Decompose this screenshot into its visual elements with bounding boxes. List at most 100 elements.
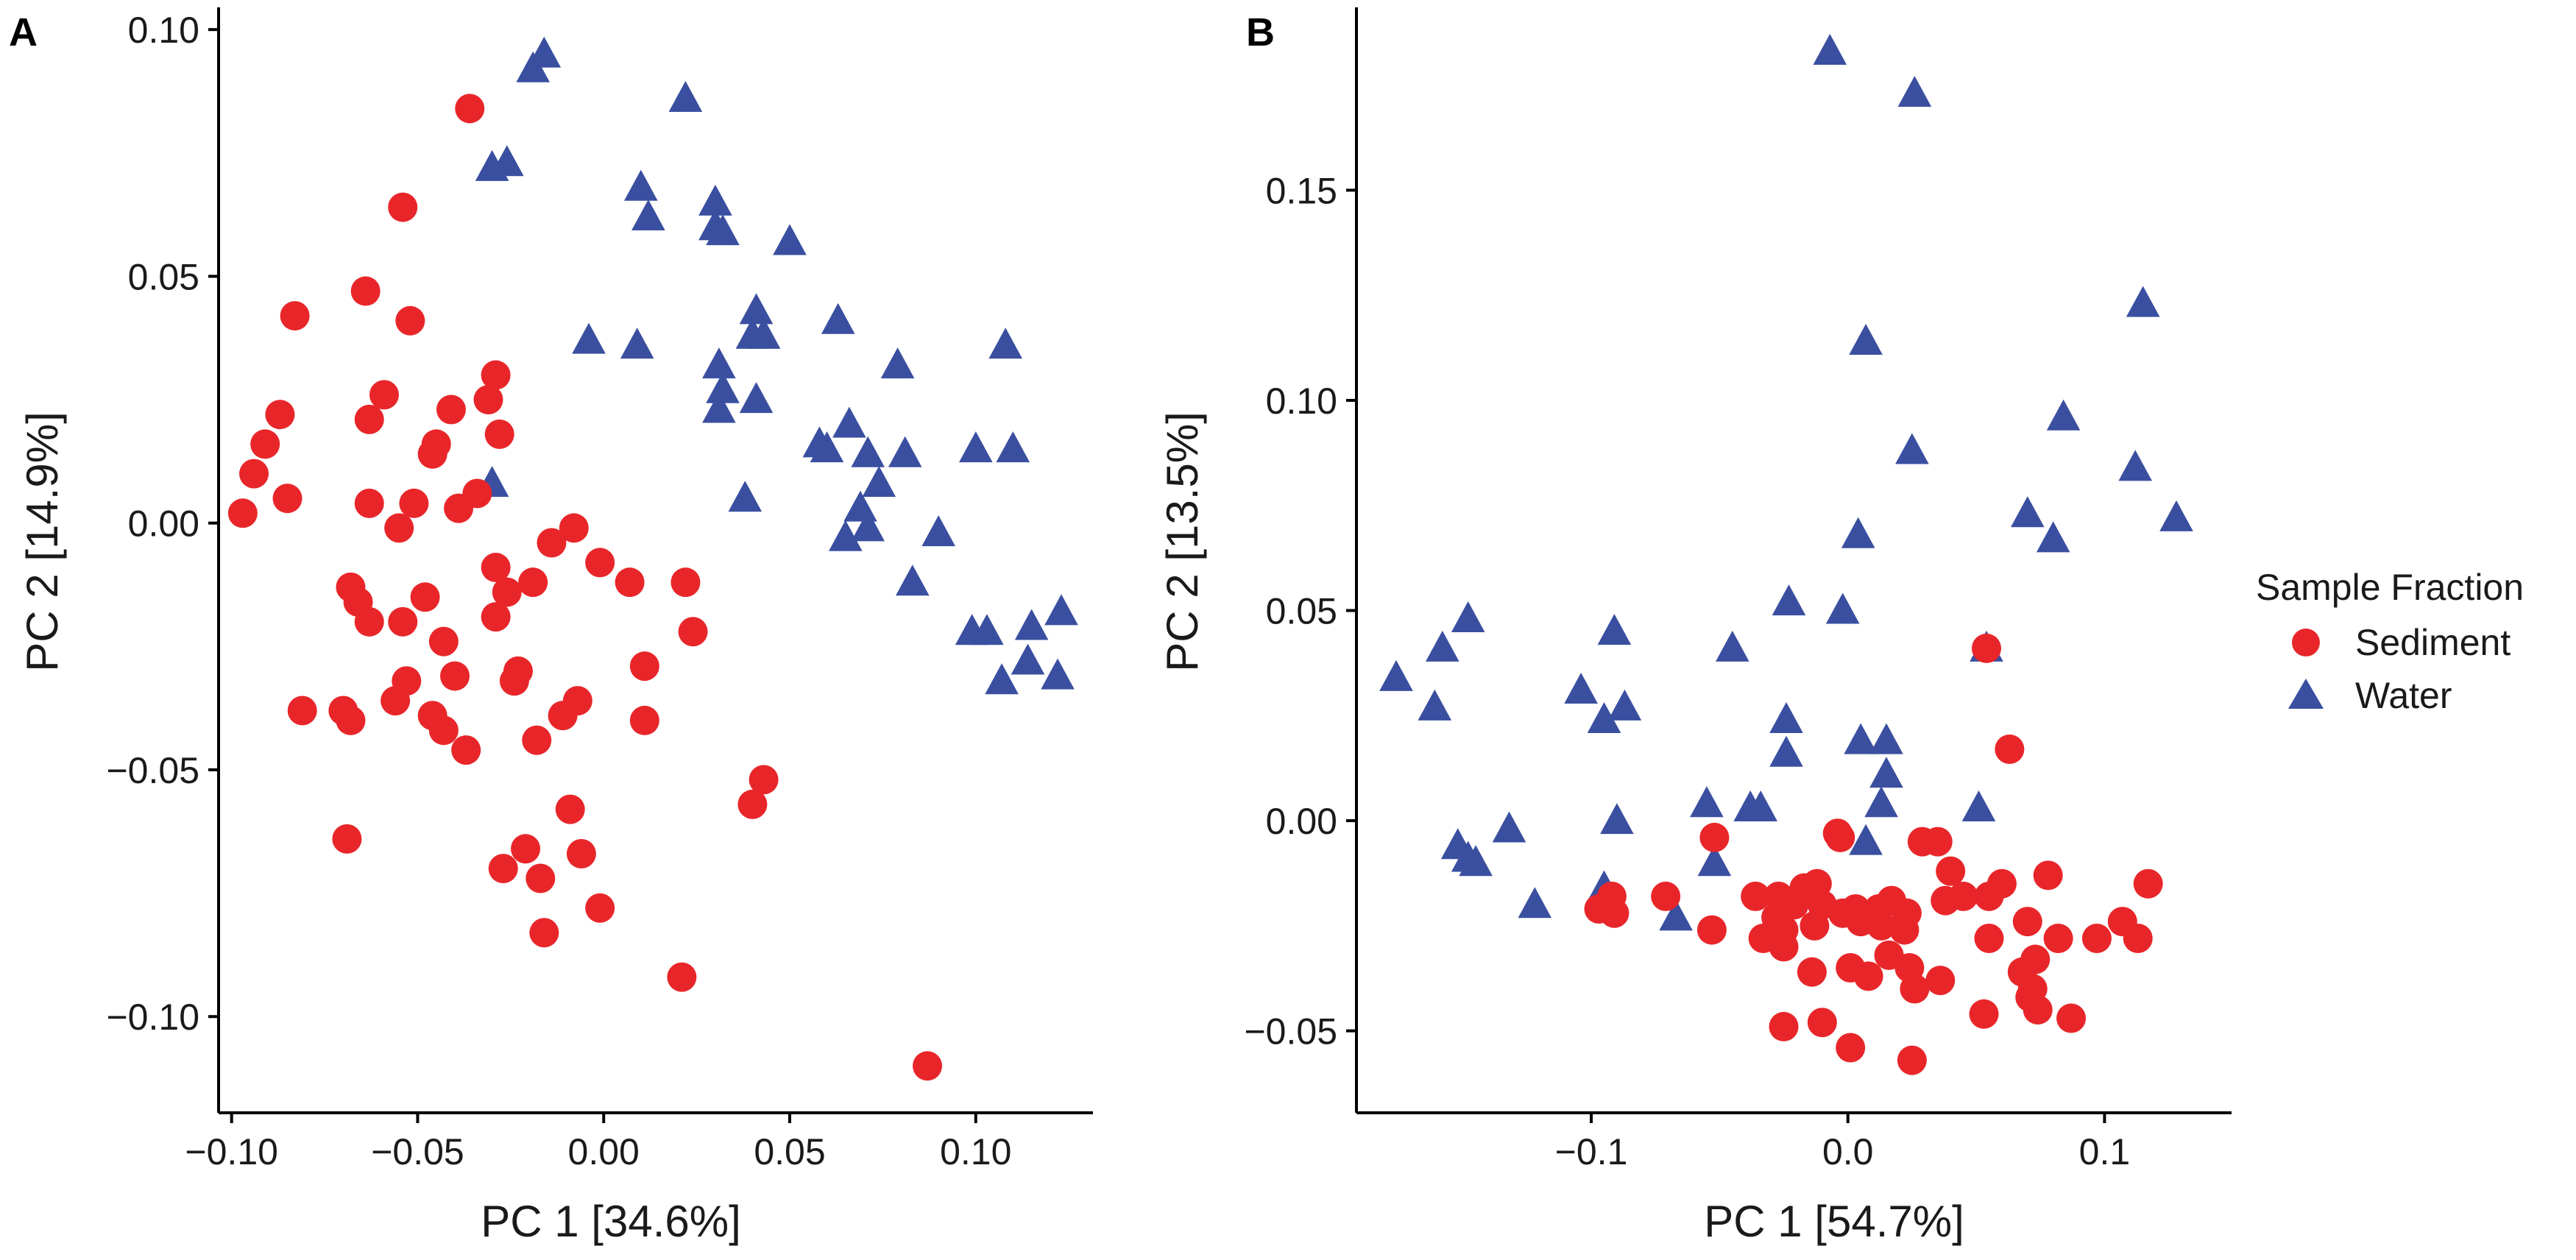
panel-b-water-point — [1849, 324, 1883, 355]
legend-water-label: Water — [2355, 675, 2452, 716]
panel-a-water-point — [516, 51, 550, 82]
legend-water-swatch — [2288, 679, 2324, 709]
panel-b-sediment-point — [1699, 822, 1730, 852]
panel-a-sediment-point — [354, 488, 384, 518]
panel-a: A −0.10 −0.05 0.00 0.05 0.10 −0.10 −0.05 0.00 0.… — [9, 7, 1093, 1246]
panel-b-y-tick-label: 0.10 — [1266, 381, 1337, 422]
panel-b-sediment-point — [1651, 881, 1681, 911]
panel-a-sediment-point — [511, 834, 541, 864]
panel-a-sediment-point — [444, 493, 474, 523]
panel-b-water-point — [1769, 702, 1803, 733]
legend-sediment-swatch — [2292, 629, 2320, 656]
panel-a-sediment-point — [428, 715, 459, 746]
panel-b-water-point — [2126, 286, 2160, 317]
panel-b-points — [1379, 34, 2193, 1075]
panel-a-y-tick-label: 0.05 — [128, 256, 199, 297]
panel-a-water-point — [475, 149, 509, 181]
panel-a-water-point — [829, 520, 863, 551]
panel-b-water-point — [1864, 786, 1898, 818]
panel-b-sediment-point — [2043, 923, 2073, 953]
panel-a-water-point — [985, 663, 1019, 695]
panel-a-points — [227, 36, 1078, 1081]
panel-b-water-point — [1564, 673, 1598, 704]
panel-b-y-tick-label: 0.05 — [1266, 591, 1337, 632]
panel-b-sediment-point — [1825, 822, 1855, 852]
panel-b-water-point — [1659, 899, 1693, 931]
panel-b-water-point — [1607, 689, 1642, 721]
panel-b-sediment-point — [1741, 881, 1771, 911]
panel-a-sediment-point — [566, 838, 596, 868]
panel-b-water-point — [1897, 76, 1932, 107]
panel-b-y-tick-label: −0.05 — [1244, 1011, 1337, 1052]
panel-b-water-point — [1813, 34, 1847, 65]
panel-a-sediment-point — [526, 863, 556, 893]
panel-a-water-point — [832, 406, 866, 438]
panel-a-sediment-point — [522, 725, 552, 755]
panel-b: B −0.1 0.0 0.1 −0.05 0.00 0.05 0.10 0.15 PC 1 [… — [1158, 7, 2232, 1246]
panel-a-sediment-point — [332, 824, 362, 854]
panel-a-sediment-point — [388, 192, 418, 222]
panel-b-sediment-point — [1986, 868, 2017, 899]
panel-b-sediment-point — [1972, 633, 2002, 663]
panel-a-x-tick-label: −0.05 — [371, 1131, 464, 1172]
panel-b-sediment-point — [1925, 966, 1956, 996]
panel-b-sediment-point — [1900, 974, 1930, 1004]
panel-a-x-tick-label: 0.00 — [568, 1131, 640, 1172]
panel-b-sediment-point — [1889, 915, 1919, 945]
panel-b-letter: B — [1246, 10, 1275, 54]
panel-a-sediment-point — [537, 528, 567, 558]
panel-b-sediment-point — [1807, 1008, 1837, 1038]
panel-a-sediment-point — [585, 548, 615, 578]
panel-b-water-point — [1825, 592, 1860, 624]
panel-a-sediment-point — [670, 567, 701, 598]
panel-b-sediment-point — [1797, 957, 1827, 987]
panel-b-sediment-point — [2023, 995, 2053, 1025]
panel-a-letter: A — [9, 10, 38, 54]
panel-a-water-point — [706, 214, 740, 246]
panel-b-water-point — [1697, 845, 1732, 877]
panel-b-sediment-point — [1974, 923, 2004, 953]
panel-a-sediment-point — [913, 1051, 943, 1081]
panel-a-water-point — [739, 293, 774, 325]
panel-a-sediment-point — [384, 513, 414, 543]
panel-b-sediment-point — [1897, 1045, 1927, 1075]
panel-a-sediment-point — [481, 360, 511, 390]
panel-b-sediment-point — [1936, 856, 1966, 886]
panel-b-water-point — [1841, 517, 1875, 548]
panel-a-sediment-point — [737, 789, 768, 819]
legend: Sample Fraction Sediment Water — [2256, 567, 2524, 716]
panel-a-water-point — [851, 436, 885, 467]
panel-a-sediment-point — [381, 686, 411, 716]
panel-b-sediment-point — [1800, 910, 1830, 941]
panel-a-water-point — [739, 382, 774, 414]
panel-a-sediment-point — [354, 404, 384, 434]
panel-b-sediment-point — [2020, 944, 2050, 974]
panel-a-water-point — [851, 510, 885, 542]
panel-b-x-tick-label: 0.1 — [2079, 1131, 2131, 1172]
panel-a-water-point — [698, 184, 732, 216]
panel-a-water-point — [746, 317, 781, 349]
panel-a-water-point — [1011, 643, 1045, 675]
panel-a-sediment-point — [518, 567, 548, 598]
panel-a-y-tick-label: −0.05 — [106, 750, 199, 791]
panel-a-sediment-point — [481, 602, 511, 632]
panel-b-water-point — [1418, 689, 1452, 721]
panel-a-water-point — [810, 431, 844, 463]
panel-a-sediment-point — [272, 484, 302, 514]
panel-a-water-point — [880, 347, 915, 379]
panel-b-water-point — [1844, 723, 1878, 754]
panel-a-sediment-point — [473, 385, 503, 415]
panel-a-sediment-point — [399, 488, 429, 518]
panel-a-sediment-point — [548, 701, 578, 731]
panel-b-sediment-point — [2123, 923, 2153, 953]
panel-a-sediment-point — [585, 893, 615, 923]
panel-a-sediment-point — [615, 567, 645, 598]
panel-a-water-point — [862, 466, 896, 498]
panel-b-sediment-point — [1866, 910, 1897, 941]
legend-title: Sample Fraction — [2256, 567, 2524, 608]
panel-a-sediment-point — [749, 765, 779, 795]
panel-a-x-tick-label: 0.10 — [940, 1131, 1011, 1172]
panel-a-y-tick-label: 0.10 — [128, 10, 199, 51]
panel-b-sediment-point — [2012, 907, 2042, 937]
panel-a-y-axis-title: PC 2 [14.9%] — [18, 411, 67, 672]
